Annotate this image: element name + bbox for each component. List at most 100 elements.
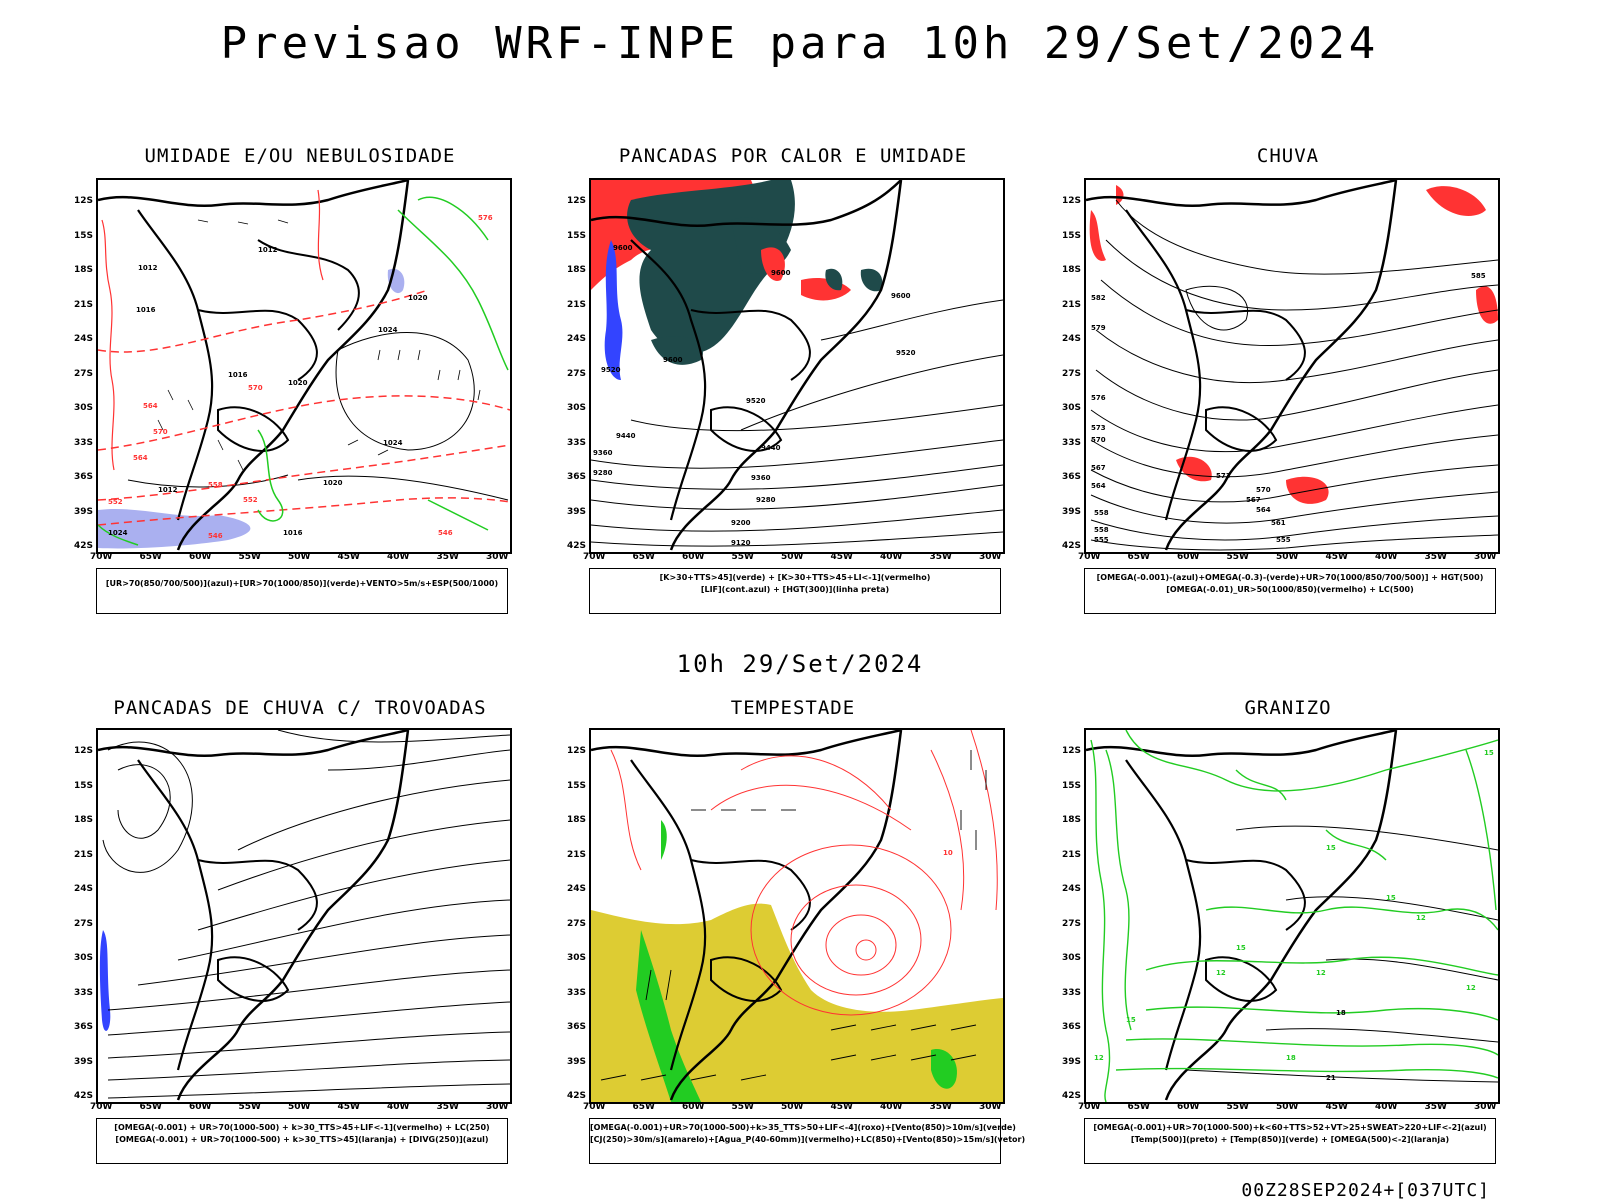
contour-label: 12 [1216,969,1226,977]
map-svg [98,730,510,1101]
contour-label: 1020 [288,379,308,387]
legend-chuva: [OMEGA(-0.001)-(azul)+OMEGA(-0.3)-(verde… [1084,568,1496,614]
lon-tick-label: 40W [1375,1102,1398,1112]
lat-tick-label: 21S [1062,849,1082,860]
contour-label: 10 [943,849,953,857]
lat-tick-label: 18S [567,815,587,825]
contour-label: 9520 [601,366,621,374]
lon-tick-label: 45W [830,1102,853,1112]
map-svg: 15 15 12 12 15 12 15 18 21 18 12 15 12 [1086,730,1498,1102]
lon-tick-label: 30W [979,1102,1002,1112]
panel-title: PANCADAS DE CHUVA C/ TROVOADAS [113,697,487,719]
contour-label: 573 [1216,472,1231,480]
lat-tick-label: 12S [567,746,587,756]
contour-label: 18 [1336,1009,1346,1017]
lon-tick-label: 30W [1474,552,1497,562]
lon-tick-label: 50W [288,552,311,562]
lon-tick-label: 35W [436,552,459,562]
contour-label: 9440 [616,432,636,440]
lat-tick-label: 24S [74,334,94,344]
lat-tick-label: 24S [567,334,587,344]
contour-label: 1016 [228,371,248,379]
contour-label: 558 [1094,509,1109,517]
lat-tick-label: 33S [1062,987,1082,998]
lon-tick-label: 40W [387,552,410,562]
lat-tick-label: 21S [1062,299,1082,310]
legend-line: [Temp(500)](preto) + [Temp(850)](verde) … [1130,1135,1450,1144]
contour-label: 564 [1091,482,1106,490]
lat-tick-label: 15S [74,230,94,241]
lat-tick-label: 39S [567,506,587,517]
map-svg: 10 [591,730,1003,1102]
contour-label: 1016 [283,529,303,537]
lon-tick-label: 70W [1078,552,1101,562]
legend-umidade: [UR>70(850/700/500)](azul)+[UR>70(1000/8… [96,568,508,614]
lon-tick-label: 70W [90,552,113,562]
lat-tick-label: 30S [1062,403,1082,413]
contour-label: 12 [1466,984,1476,992]
lon-tick-label: 30W [979,552,1002,562]
contour-label: 9600 [891,292,911,300]
contour-label: 582 [1091,294,1106,302]
lon-tick-label: 50W [781,1102,804,1112]
lat-tick-label: 12S [74,746,94,756]
contour-label: 9600 [613,244,633,252]
lat-tick-label: 33S [567,437,587,448]
contour-label: 558 [208,481,223,489]
map-pancadas-trovoadas [96,728,512,1104]
contour-label: 552 [108,498,123,506]
lon-tick-label: 60W [682,552,705,562]
lon-tick-label: 55W [1226,552,1249,562]
legend-tempestade: [OMEGA(-0.001)+UR>70(1000-500)+k>35_TTS>… [589,1118,1026,1164]
panel-title: UMIDADE E/OU NEBULOSIDADE [144,145,456,167]
contour-label: 9360 [593,449,613,457]
legend-pancadas-trovoadas: [OMEGA(-0.001) + UR>70(1000-500) + k>30_… [96,1118,508,1164]
legend-line: [CJ(250)>30m/s](amarelo)+[Agua_P(40-60mm… [590,1135,1026,1144]
contour-label: 9200 [731,519,751,527]
lat-tick-label: 15S [74,780,94,791]
lon-tick-label: 60W [189,552,212,562]
contour-label: 12 [1416,914,1426,922]
contour-label: 552 [243,496,258,504]
contour-label: 546 [208,532,223,540]
lon-tick-label: 45W [1325,552,1348,562]
lat-tick-label: 24S [567,884,587,894]
contour-label: 12 [1094,1054,1104,1062]
lat-tick-label: 42S [74,541,94,551]
lat-tick-label: 18S [74,815,94,825]
lon-tick-label: 55W [238,552,261,562]
legend-pancadas-calor: [K>30+TTS>45](verde) + [K>30+TTS>45+LI<-… [589,568,1001,614]
lat-tick-label: 27S [567,918,587,929]
lat-tick-label: 42S [74,1091,94,1101]
contour-label: 576 [1091,394,1106,402]
lat-tick-label: 39S [74,1056,94,1067]
map-granizo: 15 15 12 12 15 12 15 18 21 18 12 15 12 [1084,728,1500,1104]
contour-label: 576 [478,214,493,222]
lat-tick-label: 15S [1062,780,1082,791]
legend-line: [OMEGA(-0.001) + UR>70(1000-500) + k>30_… [115,1135,489,1144]
lat-tick-label: 27S [1062,918,1082,929]
lon-tick-label: 35W [929,1102,952,1112]
map-svg: 1012 1016 1012 1020 1024 1024 1016 1016 … [98,180,510,551]
contour-label: 1012 [158,486,178,494]
lat-tick-label: 36S [567,1022,587,1032]
contour-label: 9280 [593,469,613,477]
lat-tick-label: 36S [567,472,587,482]
contour-label: 555 [1276,536,1291,544]
contour-label: 564 [133,454,148,462]
footer-timestamp: 00Z28SEP2024+[037UTC] [1241,1180,1490,1201]
lat-tick-label: 12S [567,196,587,206]
lat-tick-label: 39S [74,506,94,517]
contour-label: 555 [1094,536,1109,544]
contour-label: 570 [248,384,263,392]
contour-label: 12 [1316,969,1326,977]
contour-label: 1020 [408,294,428,302]
lon-tick-label: 60W [1177,1102,1200,1112]
lon-tick-label: 30W [486,552,509,562]
lat-tick-label: 36S [1062,1022,1082,1032]
lon-tick-label: 60W [682,1102,705,1112]
lat-tick-label: 30S [74,953,94,963]
mid-date: 10h 29/Set/2024 [676,650,924,678]
lat-tick-label: 21S [567,299,587,310]
lon-tick-label: 65W [1127,552,1150,562]
